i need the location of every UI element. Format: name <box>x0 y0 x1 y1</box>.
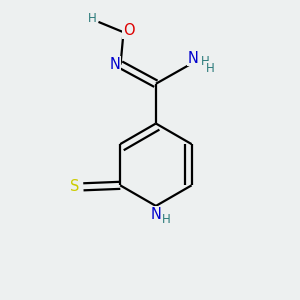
Text: H: H <box>206 61 214 75</box>
Text: N: N <box>188 51 199 66</box>
Text: H: H <box>88 13 96 26</box>
Text: S: S <box>70 179 80 194</box>
Text: N: N <box>110 56 121 71</box>
Text: H: H <box>162 213 171 226</box>
Text: N: N <box>151 207 161 222</box>
Text: O: O <box>123 23 135 38</box>
Text: H: H <box>201 55 209 68</box>
